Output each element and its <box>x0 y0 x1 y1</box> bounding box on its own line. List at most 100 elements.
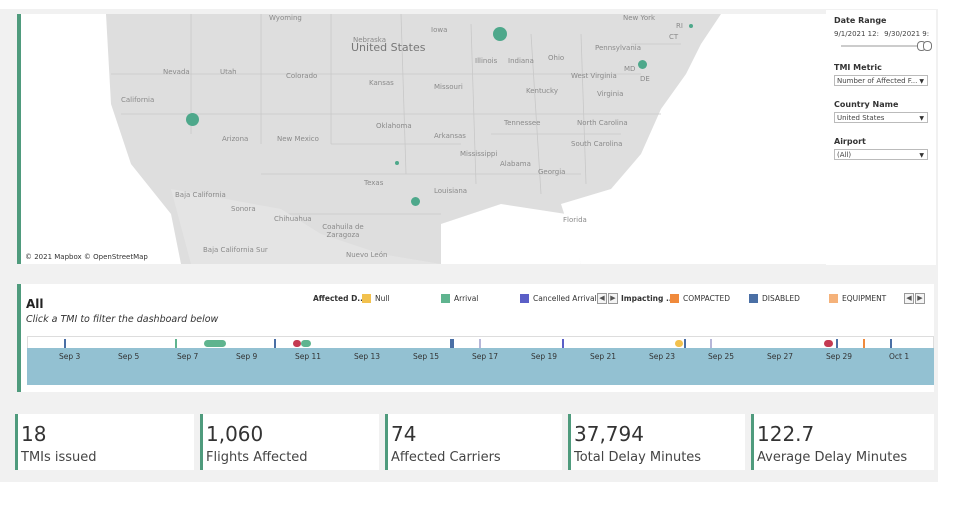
legend-next-button[interactable]: ▶ <box>915 293 925 304</box>
date-range-slider[interactable] <box>841 41 932 51</box>
map-place-label: Arizona <box>222 135 249 143</box>
map-base <box>21 14 829 264</box>
legend-prev-button[interactable]: ◀ <box>597 293 607 304</box>
map-place-label: Nebraska <box>353 36 387 44</box>
map-panel[interactable]: United States Wyoming Nebraska Iowa New … <box>17 14 829 264</box>
legend-swatch <box>520 294 529 303</box>
legend-item[interactable]: Cancelled Arrival <box>520 294 597 303</box>
axis-tick-label: Sep 9 <box>236 352 258 361</box>
tmi-mark[interactable] <box>836 339 838 348</box>
map-place-label: Pennsylvania <box>595 44 641 52</box>
axis-tick-label: Sep 3 <box>59 352 81 361</box>
axis-tick-label: Sep 11 <box>295 352 322 361</box>
kpi-label: Total Delay Minutes <box>574 450 702 465</box>
map-place-label: Nevada <box>163 68 190 76</box>
axis-tick-label: Sep 17 <box>472 352 499 361</box>
airport-dot[interactable] <box>689 24 693 28</box>
axis-tick-label: Sep 15 <box>413 352 440 361</box>
legend-item[interactable]: Null <box>362 294 390 303</box>
axis-tick-label: Sep 27 <box>767 352 794 361</box>
legend-swatch <box>749 294 758 303</box>
legend-prev-button[interactable]: ◀ <box>904 293 914 304</box>
map-place-label: Florida <box>563 216 587 224</box>
legend-item[interactable]: Arrival <box>441 294 478 303</box>
tmi-metric-value: Number of Affected F... <box>837 77 918 85</box>
kpi-value: 122.7 <box>757 422 815 446</box>
legend-heading-impacting: Impacting ... <box>621 294 675 303</box>
legend-item[interactable]: DISABLED <box>749 294 800 303</box>
kpi-card-average-delay: 122.7 Average Delay Minutes <box>751 414 934 470</box>
kpi-value: 18 <box>21 422 47 446</box>
map-place-label: Missouri <box>434 83 463 91</box>
axis-tick-label: Oct 1 <box>889 352 910 361</box>
legend-item[interactable]: COMPACTED <box>670 294 730 303</box>
legend-item[interactable]: EQUIPMENT <box>829 294 886 303</box>
airport-dot[interactable] <box>186 113 199 126</box>
tmi-mark[interactable] <box>824 340 833 347</box>
date-range-title: Date Range <box>834 16 887 25</box>
axis-tick-label: Sep 13 <box>354 352 381 361</box>
map-country-label: United States <box>351 41 426 54</box>
map-place-label: Sonora <box>231 205 256 213</box>
timeline-title: All <box>26 297 44 311</box>
legend-swatch <box>670 294 679 303</box>
kpi-label: Flights Affected <box>206 450 308 465</box>
axis-tick-label: Sep 25 <box>708 352 735 361</box>
map-place-label: Iowa <box>431 26 448 34</box>
map-place-label: Illinois <box>475 57 498 65</box>
tmi-mark[interactable] <box>450 339 454 348</box>
map-place-label: Nuevo León <box>346 251 388 259</box>
tmi-mark[interactable] <box>863 339 865 348</box>
map-place-label: Coahuila de Zaragoza <box>322 223 364 239</box>
kpi-card-carriers: 74 Affected Carriers <box>385 414 562 470</box>
airport-dot[interactable] <box>638 60 647 69</box>
tmi-mark[interactable] <box>710 339 712 348</box>
chevron-down-icon: ▼ <box>919 78 924 85</box>
tmi-mark[interactable] <box>64 339 66 348</box>
tmi-mark[interactable] <box>293 340 301 347</box>
kpi-label: TMIs issued <box>21 450 97 465</box>
map-place-label: New York <box>623 14 656 22</box>
tmi-mark[interactable] <box>204 340 226 347</box>
country-name-value: United States <box>837 114 885 122</box>
tmi-mark[interactable] <box>890 339 892 348</box>
tmi-mark[interactable] <box>684 339 686 348</box>
country-name-select[interactable]: United States ▼ <box>834 112 928 123</box>
airport-dot[interactable] <box>395 161 399 165</box>
date-range-start[interactable]: 9/1/2021 12: <box>834 30 879 38</box>
airport-select[interactable]: (All) ▼ <box>834 149 928 160</box>
map-place-label: MD <box>624 65 636 73</box>
tmi-mark[interactable] <box>562 339 564 348</box>
map-place-label: North Carolina <box>577 119 628 127</box>
map-attribution: © 2021 Mapbox © OpenStreetMap <box>25 253 148 261</box>
date-range-end[interactable]: 9/30/2021 9: <box>884 30 930 38</box>
chevron-down-icon: ▼ <box>919 152 924 159</box>
legend-label: EQUIPMENT <box>842 294 887 303</box>
map-place-label: Kansas <box>369 79 394 87</box>
legend-swatch <box>829 294 838 303</box>
tmi-mark[interactable] <box>301 340 311 347</box>
chevron-down-icon: ▼ <box>919 115 924 122</box>
map-place-label: West Virginia <box>571 72 617 80</box>
tmi-mark[interactable] <box>274 339 276 348</box>
legend-swatch <box>441 294 450 303</box>
timeline-axis-band: Sep 3 Sep 5 Sep 7 Sep 9 Sep 11 Sep 13 Se… <box>27 348 934 385</box>
date-range-values: 9/1/2021 12: 9/30/2021 9: <box>834 30 929 38</box>
tmi-mark[interactable] <box>175 339 177 348</box>
timeline-panel: All Click a TMI to filter the dashboard … <box>17 284 934 392</box>
map-place-label: Arkansas <box>434 132 466 140</box>
legend-heading-affected: Affected D... <box>313 294 366 303</box>
tmi-mark[interactable] <box>479 339 481 348</box>
airport-dot[interactable] <box>411 197 420 206</box>
airport-title: Airport <box>834 137 866 146</box>
legend-next-button[interactable]: ▶ <box>608 293 618 304</box>
kpi-card-total-delay: 37,794 Total Delay Minutes <box>568 414 745 470</box>
tmi-mark[interactable] <box>675 340 683 347</box>
airport-dot[interactable] <box>493 27 507 41</box>
airport-value: (All) <box>837 151 852 159</box>
tmi-metric-select[interactable]: Number of Affected F... ▼ <box>834 75 928 86</box>
map-place-label: CT <box>669 33 679 41</box>
slider-end-handle[interactable] <box>923 41 932 51</box>
map-place-label: Oklahoma <box>376 122 412 130</box>
map-place-label: California <box>121 96 155 104</box>
